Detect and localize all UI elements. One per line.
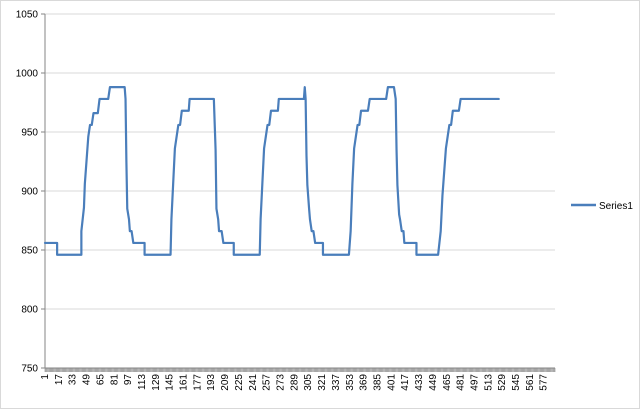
series-line-Series1 xyxy=(43,86,500,256)
x-tick-label-417: 417 xyxy=(400,374,411,391)
x-tick-label-369: 369 xyxy=(359,374,370,391)
x-tick-label-177: 177 xyxy=(192,374,203,391)
x-tick-label-401: 401 xyxy=(386,374,397,391)
x-tick-label-161: 161 xyxy=(179,374,190,391)
y-tick-label-800: 800 xyxy=(21,305,38,316)
x-tick-label-65: 65 xyxy=(95,374,106,386)
x-tick-label-81: 81 xyxy=(109,374,120,386)
x-tick-label-193: 193 xyxy=(206,374,217,391)
y-tick-label-900: 900 xyxy=(21,187,38,198)
legend: Series1 xyxy=(571,201,633,212)
y-tick-label-850: 850 xyxy=(21,246,38,257)
y-tick-label-950: 950 xyxy=(21,128,38,139)
gridlines xyxy=(45,13,555,369)
x-tick-label-337: 337 xyxy=(331,374,342,391)
x-tick-label-225: 225 xyxy=(234,374,245,391)
x-tick-label-545: 545 xyxy=(511,374,522,391)
x-tick-label-209: 209 xyxy=(220,374,231,391)
x-tick-label-305: 305 xyxy=(303,374,314,391)
x-tick-label-497: 497 xyxy=(469,374,480,391)
x-tick-label-513: 513 xyxy=(483,374,494,391)
x-tick-label-385: 385 xyxy=(372,374,383,391)
x-tick-label-353: 353 xyxy=(345,374,356,391)
x-tick-label-433: 433 xyxy=(414,374,425,391)
x-tick-label-577: 577 xyxy=(539,374,550,391)
x-tick-label-465: 465 xyxy=(442,374,453,391)
x-tick-label-449: 449 xyxy=(428,374,439,391)
y-tick-label-1050: 1050 xyxy=(16,10,39,21)
x-axis: 1 17 33 49 65 81 97 113 129 145 161 177 193 209 225 241… xyxy=(40,367,556,391)
x-tick-label-241: 241 xyxy=(248,374,259,391)
y-tick-label-750: 750 xyxy=(21,364,38,375)
x-tick-label-561: 561 xyxy=(525,374,536,391)
x-tick-label-113: 113 xyxy=(137,374,148,390)
x-tick-label-529: 529 xyxy=(497,374,508,391)
series-layer xyxy=(43,86,500,256)
x-tick-label-321: 321 xyxy=(317,374,328,391)
y-axis: 750 800 850 900 950 1000 1050 xyxy=(16,10,46,375)
x-tick-label-289: 289 xyxy=(289,374,300,391)
x-tick-label-129: 129 xyxy=(151,374,162,391)
legend-label-series1: Series1 xyxy=(599,201,633,212)
x-tick-label-145: 145 xyxy=(165,374,176,391)
x-tick-label-257: 257 xyxy=(262,374,273,391)
x-tick-label-481: 481 xyxy=(456,374,467,391)
x-tick-label-49: 49 xyxy=(82,374,93,386)
y-tick-label-1000: 1000 xyxy=(16,69,39,80)
x-tick-label-97: 97 xyxy=(123,374,134,386)
x-tick-label-273: 273 xyxy=(276,374,287,391)
x-tick-label-1: 1 xyxy=(40,374,51,380)
x-tick-label-17: 17 xyxy=(54,374,65,386)
x-tick-label-33: 33 xyxy=(68,374,79,386)
